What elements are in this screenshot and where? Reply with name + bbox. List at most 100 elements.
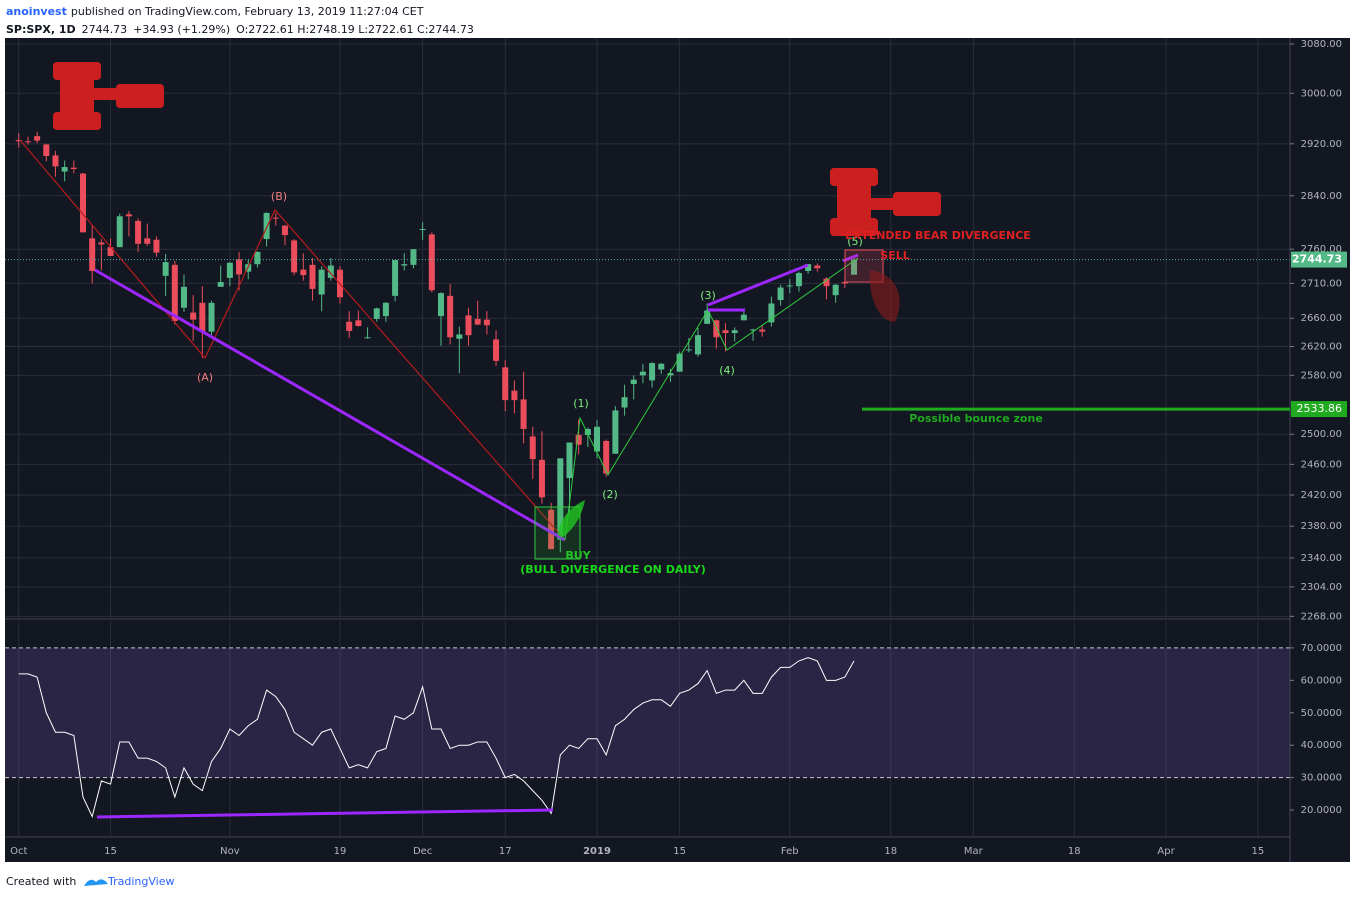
series-layer — [5, 38, 1290, 836]
candle-body — [658, 363, 665, 370]
candle-body — [162, 262, 169, 276]
candle-body — [502, 367, 509, 401]
candle-body — [135, 220, 142, 244]
candle-body — [740, 314, 747, 321]
candle-body — [566, 442, 573, 479]
rsi-line — [18, 657, 855, 819]
y-tick-label: 2580.00 — [1301, 370, 1342, 381]
publish-line: anoinvest published on TradingView.com, F… — [6, 5, 424, 18]
author[interactable]: anoinvest — [6, 5, 67, 18]
y-tick-label: 60.0000 — [1301, 675, 1342, 686]
candle-body — [805, 264, 812, 272]
candle-body — [254, 251, 261, 265]
candle-body — [851, 259, 858, 275]
candle-body — [639, 371, 646, 376]
y-tick-label: 2760.00 — [1301, 244, 1342, 255]
x-tick-label: 15 — [673, 846, 686, 857]
candle-body — [125, 214, 132, 217]
symbol: SP:SPX, 1D — [6, 23, 76, 36]
candle-body — [621, 397, 628, 408]
quote-line: SP:SPX, 1D 2744.73 +34.93 (+1.29%) O:2722.6… — [6, 23, 474, 36]
candle-body — [43, 144, 50, 157]
wave-12345 — [564, 257, 859, 541]
candle-body — [768, 303, 775, 323]
x-tick-label: 15 — [1252, 846, 1265, 857]
x-tick-label: Apr — [1157, 846, 1175, 857]
x-tick-label: Feb — [781, 846, 799, 857]
candle-body — [795, 273, 802, 287]
last-price-label: 2744.73 — [1292, 253, 1342, 266]
candle-body — [493, 339, 500, 361]
candle-body — [603, 440, 610, 474]
wave-label: (3) — [700, 289, 716, 302]
candle-body — [465, 315, 472, 336]
candle-body — [61, 167, 68, 172]
candle-body — [428, 234, 435, 291]
candle-body — [217, 282, 224, 287]
candle-body — [171, 264, 178, 322]
y-tick-label: 2340.00 — [1301, 553, 1342, 564]
y-tick-label: 40.0000 — [1301, 740, 1342, 751]
candle-body — [89, 238, 96, 272]
brand[interactable]: TradingView — [107, 875, 174, 888]
candle-body — [346, 321, 353, 331]
y-tick-label: 2840.00 — [1301, 191, 1342, 202]
candle-body — [823, 278, 830, 287]
bounce-zone-label: Possible bounce zone — [909, 412, 1043, 425]
x-tick-label: 19 — [334, 846, 347, 857]
candle-body — [364, 337, 371, 339]
bull-divergence-line — [94, 268, 566, 542]
wave-label: (B) — [271, 190, 287, 203]
x-tick-label: Nov — [220, 846, 240, 857]
candle-body — [786, 285, 793, 287]
x-tick-label: 18 — [884, 846, 897, 857]
published: published on TradingView.com, February 1… — [71, 5, 424, 18]
wave-label: (5) — [847, 235, 863, 248]
wave-label: (1) — [573, 397, 589, 410]
candle-body — [15, 139, 22, 142]
y-tick-label: 50.0000 — [1301, 708, 1342, 719]
bounce-zone-box — [1291, 401, 1347, 418]
candle-body — [814, 265, 821, 269]
candle-body — [456, 334, 463, 339]
y-tick-label: 3000.00 — [1301, 88, 1342, 99]
footer-text: Created with — [6, 875, 76, 888]
candle-body — [70, 167, 77, 169]
candle-body — [52, 155, 59, 167]
candle-body — [832, 284, 839, 296]
candle-body — [291, 240, 298, 273]
candle-body — [410, 249, 417, 265]
buy-note: (BULL DIVERGENCE ON DAILY) — [520, 563, 706, 576]
candle-body — [594, 426, 601, 452]
last: 2744.73 — [82, 23, 128, 36]
hammer-icon — [830, 168, 941, 236]
candle-body — [263, 212, 270, 240]
x-tick-label: Mar — [964, 846, 984, 857]
candle-body — [437, 293, 444, 317]
drawings: (A) (B) (1) (2) (3) (4) (5) BUY (BULL DI… — [5, 38, 1347, 862]
x-tick-label: 2019 — [583, 846, 611, 857]
x-tick-label: 18 — [1068, 846, 1081, 857]
candle-body — [281, 225, 288, 236]
bear-divergence-line — [707, 263, 809, 307]
candle-body — [300, 269, 307, 276]
candle-body — [667, 373, 674, 376]
candle-body — [750, 329, 757, 331]
candle-body — [419, 228, 426, 230]
candle-body — [226, 262, 233, 278]
y-tick-label: 20.0000 — [1301, 805, 1342, 816]
candle-body — [34, 136, 41, 141]
candle-body — [144, 238, 151, 244]
candle-body — [841, 282, 848, 284]
candle-body — [731, 330, 738, 334]
rsi-band — [5, 647, 1290, 778]
candle-body — [612, 410, 619, 454]
candle-body — [190, 312, 197, 320]
y-tick-label: 70.0000 — [1301, 643, 1342, 654]
candle-body — [759, 329, 766, 332]
candle-body — [649, 363, 656, 381]
y-tick-label: 3080.00 — [1301, 39, 1342, 50]
candle-body — [199, 302, 206, 332]
x-tick-label: 15 — [104, 846, 117, 857]
